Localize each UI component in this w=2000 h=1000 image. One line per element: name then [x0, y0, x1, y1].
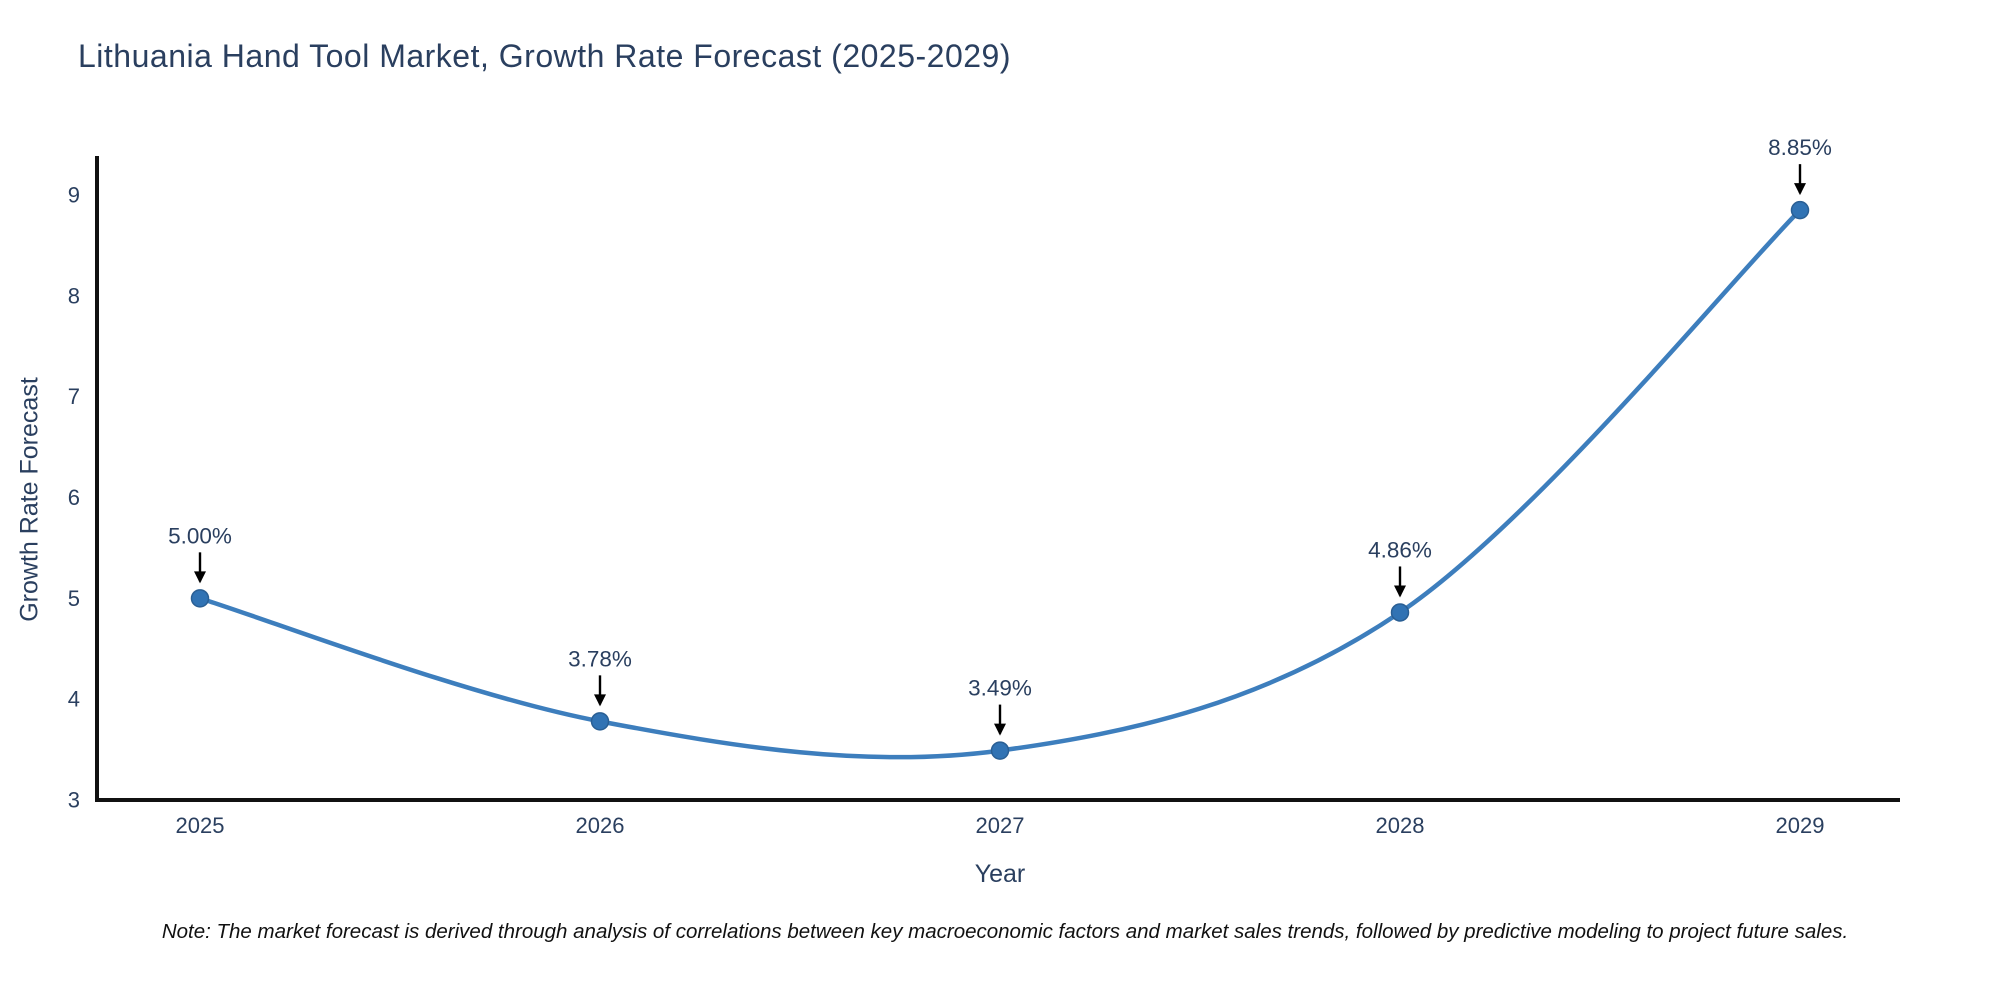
data-point[interactable]	[1790, 200, 1810, 220]
y-tick-label: 8	[68, 283, 80, 308]
point-annotation-label: 3.78%	[568, 646, 632, 671]
x-tick-label: 2026	[576, 813, 625, 838]
y-tick-label: 6	[68, 485, 80, 510]
y-tick-label: 4	[68, 687, 80, 712]
y-tick-label: 5	[68, 586, 80, 611]
x-tick-label: 2027	[976, 813, 1025, 838]
data-point[interactable]	[990, 741, 1010, 760]
x-tick-label: 2025	[176, 813, 225, 838]
data-point[interactable]	[590, 712, 610, 731]
y-tick-label: 9	[68, 183, 80, 208]
point-annotation-label: 4.86%	[1368, 537, 1432, 562]
point-annotation-label: 5.00%	[168, 523, 232, 548]
footnote: Note: The market forecast is derived thr…	[161, 920, 1849, 943]
x-axis-title: Year	[974, 860, 1026, 888]
data-point[interactable]	[1390, 603, 1410, 622]
point-annotation-label: 8.85%	[1768, 135, 1832, 160]
y-axis-title: Growth Rate Forecast	[15, 377, 44, 622]
x-tick-label: 2029	[1776, 813, 1825, 838]
forecast-line	[197, 207, 1803, 760]
x-tick-label: 2028	[1376, 813, 1425, 838]
chart-title: Lithuania Hand Tool Market, Growth Rate …	[78, 38, 1011, 74]
y-tick-label: 3	[68, 788, 80, 813]
point-annotation-label: 3.49%	[968, 676, 1032, 701]
data-point[interactable]	[190, 589, 210, 608]
y-tick-label: 7	[68, 384, 80, 409]
